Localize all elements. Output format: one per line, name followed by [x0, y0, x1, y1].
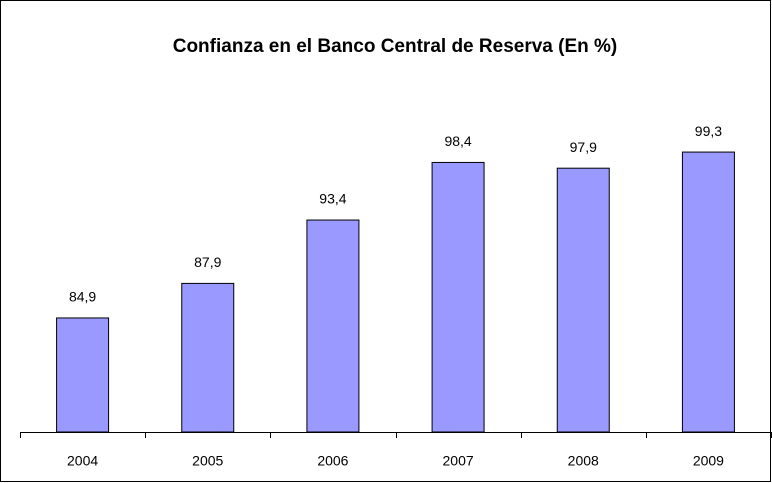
- x-tick-label: 2007: [443, 453, 474, 469]
- x-tick-label: 2009: [693, 453, 724, 469]
- data-label: 99,3: [695, 123, 722, 139]
- data-label: 87,9: [194, 254, 221, 270]
- x-tick-label: 2006: [317, 453, 348, 469]
- data-label: 93,4: [319, 191, 346, 207]
- x-tick-label: 2008: [568, 453, 599, 469]
- bar: [181, 282, 235, 433]
- bar: [431, 161, 485, 433]
- x-tick-label: 2004: [67, 453, 98, 469]
- data-label: 98,4: [444, 133, 471, 149]
- data-label: 97,9: [570, 139, 597, 155]
- bar: [681, 151, 735, 433]
- bar: [556, 167, 610, 433]
- bar: [306, 219, 360, 433]
- bar: [56, 317, 110, 433]
- chart-title: Confianza en el Banco Central de Reserva…: [173, 36, 618, 57]
- data-label: 84,9: [69, 289, 96, 305]
- x-tick-label: 2005: [192, 453, 223, 469]
